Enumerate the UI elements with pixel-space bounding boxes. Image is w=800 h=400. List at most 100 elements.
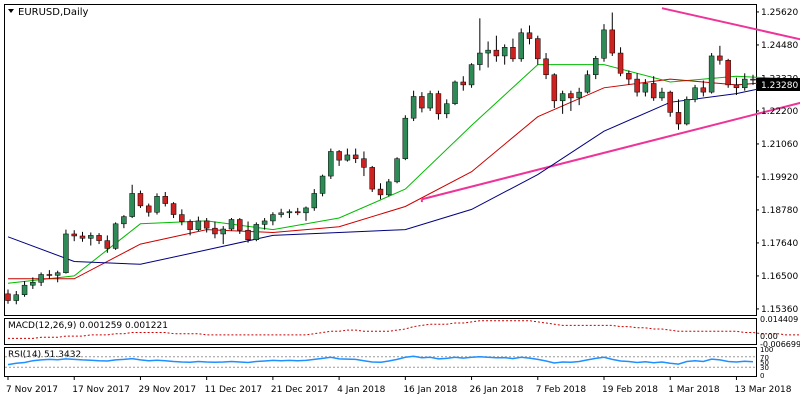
- candle: [104, 235, 111, 253]
- trendline-1: [661, 7, 800, 41]
- current-price-marker: 1.23280: [757, 78, 800, 91]
- candle-body: [30, 282, 36, 286]
- candle: [535, 35, 541, 65]
- candle-body: [13, 294, 20, 301]
- candle: [642, 79, 649, 97]
- candle: [626, 70, 632, 85]
- candle-body: [79, 235, 86, 239]
- x-tick-label: 21 Dec 2017: [271, 385, 329, 395]
- trendline-0: [421, 101, 800, 201]
- candle: [137, 190, 144, 208]
- candle: [634, 73, 640, 97]
- candle: [63, 229, 69, 274]
- candle: [551, 73, 558, 109]
- candle-body: [543, 58, 549, 76]
- candle-body: [510, 47, 516, 60]
- chart-title: EURUSD,Daily: [18, 7, 89, 18]
- trendline-layer: [420, 7, 800, 203]
- chart-menu-triangle-icon[interactable]: [8, 9, 14, 13]
- y-axis-labels: 1.256201.244801.233201.222001.210601.199…: [756, 8, 798, 315]
- macd-line-layer: [8, 320, 800, 339]
- y-tick-label: 1.18780: [761, 206, 798, 216]
- rsi-label: RSI(14) 51.3432: [8, 350, 81, 360]
- candle-body: [435, 93, 442, 115]
- price-panel-frame: [4, 4, 757, 316]
- candle: [435, 90, 442, 120]
- candle-body: [750, 78, 756, 81]
- candle: [162, 191, 169, 207]
- candle: [518, 28, 524, 62]
- x-tick-label: 1 Mar 2018: [668, 385, 720, 395]
- candle-body: [692, 87, 698, 100]
- candle-body: [601, 29, 607, 59]
- candle: [750, 74, 756, 85]
- candle-body: [725, 60, 731, 86]
- candle: [303, 206, 309, 221]
- x-axis-labels: 7 Nov 2017 17 Nov 2017 29 Nov 2017 11 Dec 2…: [6, 377, 792, 395]
- candle: [708, 53, 715, 94]
- candle: [559, 90, 566, 114]
- candle: [261, 218, 268, 230]
- candle: [443, 99, 450, 119]
- candle-body: [443, 103, 450, 115]
- candle-body: [112, 223, 119, 249]
- candle-body: [468, 64, 475, 86]
- macd-signal-line: [8, 320, 800, 339]
- candle-body: [336, 151, 342, 161]
- y-tick-label: 1.25620: [761, 8, 798, 18]
- candle: [336, 150, 342, 166]
- rsi-line-layer: [5, 355, 756, 368]
- candle: [543, 53, 549, 80]
- candle: [568, 90, 574, 111]
- candle-body: [253, 224, 260, 240]
- candle: [154, 193, 160, 215]
- x-tick-label: 7 Nov 2017: [6, 385, 58, 395]
- candle: [121, 215, 127, 229]
- candle: [245, 221, 251, 243]
- candle-body: [493, 49, 500, 57]
- candle: [112, 222, 119, 250]
- candle: [477, 18, 483, 71]
- candle: [717, 45, 723, 65]
- candle: [46, 270, 53, 279]
- candle: [187, 219, 193, 236]
- candle: [460, 76, 467, 91]
- candle: [584, 70, 591, 94]
- candle-body: [634, 78, 640, 93]
- candle: [170, 202, 177, 219]
- candle-body: [717, 55, 723, 61]
- candle: [485, 41, 491, 68]
- rsi-tick-label: 30: [760, 364, 769, 372]
- candle: [493, 35, 500, 62]
- candle-body: [518, 32, 524, 60]
- rsi-tick-label: 100: [760, 346, 773, 354]
- x-tick-label: 19 Feb 2018: [602, 385, 658, 395]
- candle-body: [237, 219, 243, 231]
- candle: [427, 90, 433, 111]
- candle: [659, 87, 665, 101]
- candle: [692, 84, 698, 103]
- macd-label: MACD(12,26,9) 0.001259 0.001221: [8, 321, 168, 331]
- candle-body: [559, 93, 566, 102]
- candle-body: [137, 193, 144, 207]
- x-tick-label: 4 Jan 2018: [337, 385, 385, 395]
- candle: [667, 90, 673, 117]
- candle-body: [187, 221, 193, 230]
- candle-body: [675, 112, 682, 125]
- candle: [733, 77, 740, 96]
- macd-tick-label: -0.006699: [760, 340, 800, 349]
- candle: [88, 232, 94, 246]
- candle-body: [485, 49, 491, 54]
- candle-body: [261, 220, 268, 225]
- candle: [13, 290, 20, 305]
- candle-body: [377, 188, 384, 196]
- candle-body: [410, 96, 417, 119]
- candle: [617, 47, 624, 77]
- candle: [725, 58, 731, 88]
- y-tick-label: 1.19920: [761, 173, 798, 183]
- candle: [278, 208, 284, 218]
- x-tick-label: 7 Feb 2018: [536, 385, 587, 395]
- candle: [220, 226, 226, 245]
- candle: [286, 209, 293, 219]
- y-tick-label: 1.15360: [761, 305, 798, 315]
